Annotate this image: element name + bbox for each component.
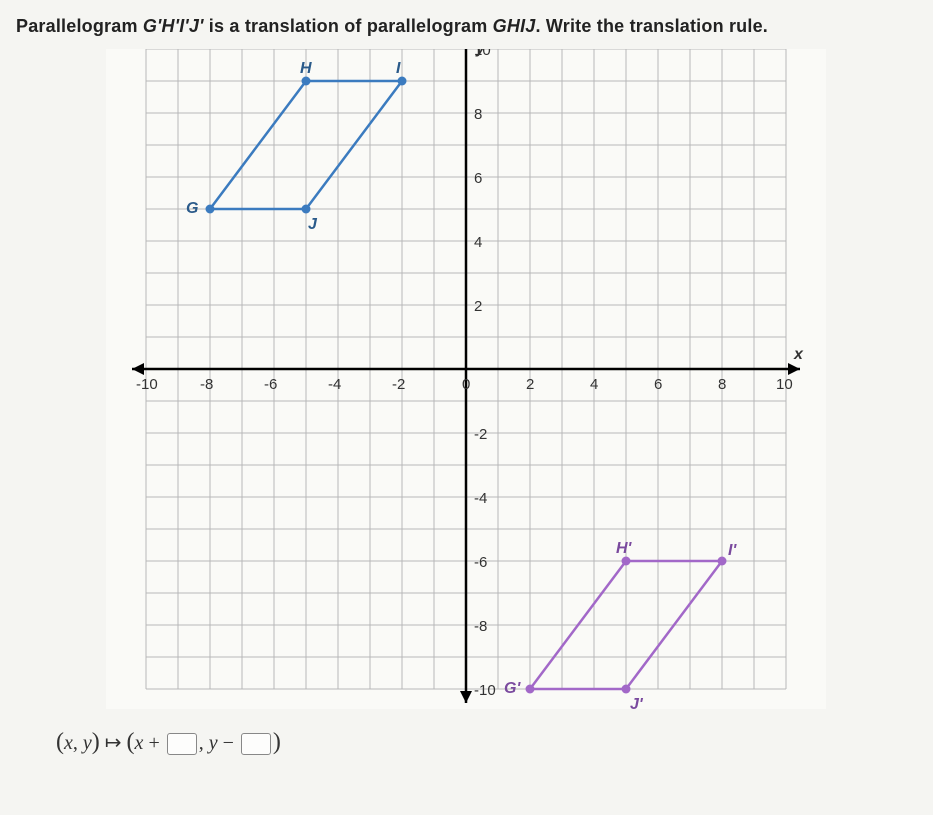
x-tick-label: 0 — [462, 376, 470, 393]
blank-input-1[interactable] — [167, 733, 197, 755]
rule-arrow: ↦ — [100, 732, 127, 754]
parallelogram-ghij-vertex — [302, 205, 311, 214]
parallelogram-ghij-vertex — [398, 77, 407, 86]
x-axis-arrow-right — [788, 363, 800, 375]
x-tick-label: 4 — [590, 376, 598, 393]
rule-rparen: ) — [92, 729, 100, 755]
rule-y2: y — [209, 732, 218, 754]
x-tick-label: -2 — [392, 376, 405, 393]
blank-input-2[interactable] — [241, 733, 271, 755]
title-text-2: is a translation of parallelogram — [204, 16, 493, 36]
rule-lparen2: ( — [127, 729, 135, 755]
x-tick-label: 6 — [654, 376, 662, 393]
parallelogram-ghij-prime-vertex — [718, 557, 727, 566]
coordinate-graph: xy-10-8-6-4-20246810108642-2-4-6-8-10GHI… — [106, 49, 826, 709]
parallelogram-ghij-prime-vertex — [526, 685, 535, 694]
parallelogram-ghij-prime-label: G' — [504, 680, 521, 697]
x-tick-label: -8 — [200, 376, 213, 393]
y-tick-label: -4 — [474, 490, 487, 507]
parallelogram-ghij-prime-label: I' — [728, 542, 737, 559]
y-tick-label: 6 — [474, 170, 482, 187]
x-tick-label: 8 — [718, 376, 726, 393]
problem-title: Parallelogram G'H'I'J' is a translation … — [16, 16, 916, 37]
y-tick-label: 8 — [474, 106, 482, 123]
y-tick-label: -8 — [474, 618, 487, 635]
rule-plus: + — [143, 732, 164, 754]
rule-lparen: ( — [56, 729, 64, 755]
title-text-1: Parallelogram — [16, 16, 143, 36]
x-tick-label: -6 — [264, 376, 277, 393]
y-tick-label: -10 — [474, 682, 496, 699]
x-tick-label: 2 — [526, 376, 534, 393]
title-text-3: . Write the translation rule. — [535, 16, 768, 36]
parallelogram-ghij-label: H — [300, 60, 312, 77]
x-tick-label: -4 — [328, 376, 341, 393]
parallelogram-ghij-prime-label: J' — [630, 696, 644, 709]
y-tick-label: -6 — [474, 554, 487, 571]
x-tick-label: -10 — [136, 376, 158, 393]
parallelogram-ghij-prime-label: H' — [616, 540, 633, 557]
rule-comma2: , — [199, 732, 209, 754]
y-tick-label: 2 — [474, 298, 482, 315]
rule-y: y — [83, 732, 92, 754]
y-tick-label: 4 — [474, 234, 482, 251]
translation-rule: (x, y) ↦ (x + , y − ) — [56, 729, 916, 756]
parallelogram-ghij-vertex — [206, 205, 215, 214]
x-tick-label: 10 — [776, 376, 793, 393]
x-axis-label: x — [793, 346, 804, 363]
parallelogram-ghij-label: G — [186, 200, 198, 217]
rule-rparen2: ) — [273, 729, 281, 755]
y-axis-arrow-down — [460, 691, 472, 703]
parallelogram-ghij-vertex — [302, 77, 311, 86]
parallelogram-ghij-label: I — [396, 60, 401, 77]
rule-comma1: , — [73, 732, 83, 754]
rule-minus: − — [218, 732, 239, 754]
shape-name-prime: G'H'I'J' — [143, 16, 204, 36]
rule-x: x — [64, 732, 73, 754]
x-axis-arrow-left — [132, 363, 144, 375]
parallelogram-ghij-label: J — [308, 216, 318, 233]
y-tick-label: 10 — [474, 49, 491, 59]
parallelogram-ghij-prime-vertex — [622, 685, 631, 694]
y-tick-label: -2 — [474, 426, 487, 443]
parallelogram-ghij-prime-vertex — [622, 557, 631, 566]
shape-name-orig: GHIJ — [493, 16, 536, 36]
